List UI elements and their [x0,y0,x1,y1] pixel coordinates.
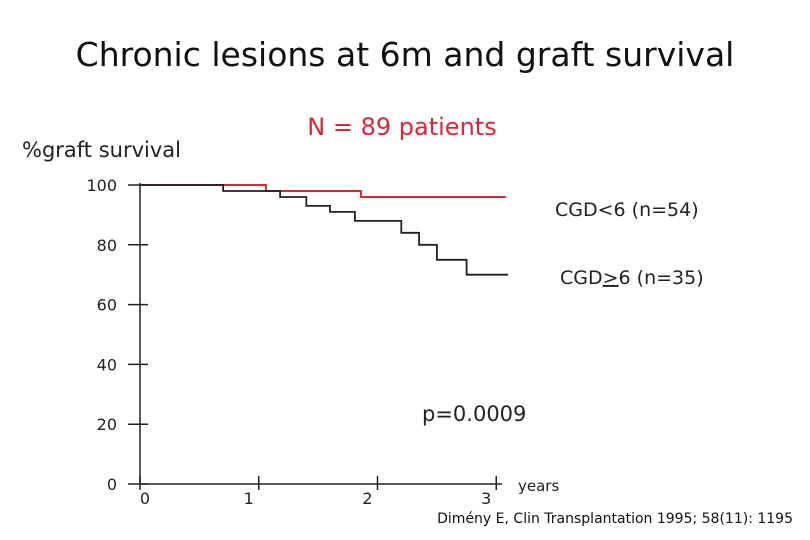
y-tick-label: 100 [86,176,117,195]
x-ticks: 0 1 2 3 [139,476,497,508]
chart-subtitle: N = 89 patients [307,113,496,141]
legend-cgd-high-suffix: 6 (n=35) [619,267,704,289]
series-cgd-low-line [140,184,506,198]
y-tick-label: 60 [97,296,117,315]
y-axis-label: %graft survival [22,138,181,162]
chart-title: Chronic lesions at 6m and graft survival [76,35,735,74]
p-value-annotation: p=0.0009 [422,402,526,426]
y-tick-label: 80 [97,236,117,255]
legend-cgd-high: CGD>6 (n=35) [560,267,704,289]
legend-cgd-high-symbol: > [603,267,619,289]
y-ticks: 0 20 40 60 80 100 [86,176,148,494]
x-tick-label: 2 [362,489,372,508]
legend-cgd-high-prefix: CGD [560,267,603,289]
x-tick-label: 0 [140,489,150,508]
y-tick-label: 40 [97,355,117,374]
y-tick-label: 0 [107,475,117,494]
x-tick-label: 3 [481,489,491,508]
series-cgd-high-line [140,184,509,276]
y-tick-label: 20 [97,415,117,434]
source-citation: Dimény E, Clin Transplantation 1995; 58(… [437,511,793,527]
x-tick-label: 1 [244,489,254,508]
x-axis-unit: years [518,477,559,495]
legend-cgd-low: CGD<6 (n=54) [555,199,699,221]
